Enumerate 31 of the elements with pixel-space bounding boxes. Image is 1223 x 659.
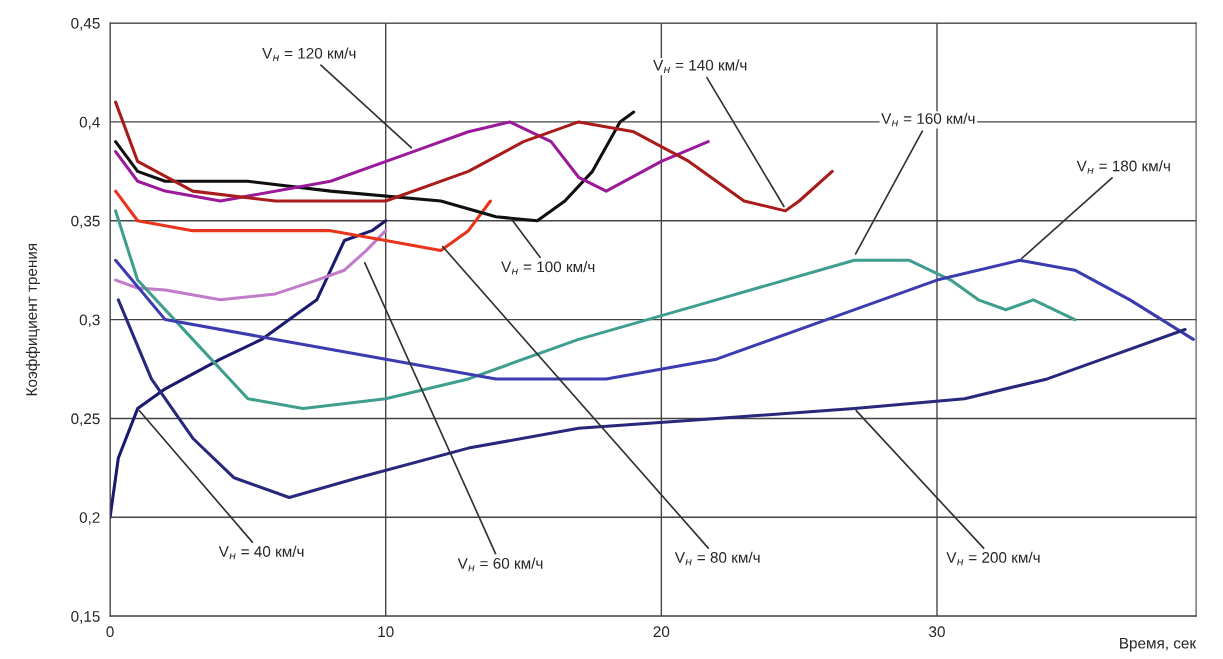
line-series: [114, 189, 492, 252]
annotation: V$_{н}$ = 200 км/ч: [946, 551, 1040, 566]
line-series: [114, 258, 1195, 381]
x-tick-label: 30: [929, 626, 945, 638]
y-tick-label: 0,15: [71, 611, 100, 624]
annotation: V$_{н}$ = 100 км/ч: [501, 261, 595, 275]
line-series: [114, 229, 388, 302]
line-series: [114, 100, 834, 213]
y-tick-label: 0,25: [71, 413, 100, 426]
x-axis-title: Время, сек: [1120, 637, 1197, 652]
line-series: [114, 209, 1077, 411]
line-series: [110, 219, 388, 519]
x-tick-label: 0: [106, 626, 114, 638]
y-axis-title: Коэффициент трения: [25, 243, 41, 396]
annotation: V$_{н}$ = 80 км/ч: [674, 551, 760, 566]
y-tick-label: 0,4: [79, 116, 100, 130]
line-series: [114, 110, 636, 223]
y-tick-label: 0,45: [71, 17, 100, 31]
x-tick-label: 10: [378, 626, 394, 638]
x-tick-label: 20: [653, 626, 670, 638]
annotation: V$_{н}$ = 40 км/ч: [218, 545, 304, 560]
annotation: V$_{н}$ = 160 км/ч: [881, 112, 975, 127]
line-series: [114, 120, 710, 203]
y-tick-label: 0,35: [71, 215, 100, 229]
y-tick-label: 0,3: [79, 314, 100, 328]
annotation: V$_{н}$ = 180 км/ч: [1076, 160, 1170, 174]
annotation: V$_{н}$ = 120 км/ч: [262, 47, 356, 62]
annotation: V$_{н}$ = 60 км/ч: [457, 557, 543, 572]
y-tick-label: 0,2: [79, 512, 100, 525]
annotation: V$_{н}$ = 140 км/ч: [653, 59, 747, 73]
line-series: [116, 298, 1187, 500]
